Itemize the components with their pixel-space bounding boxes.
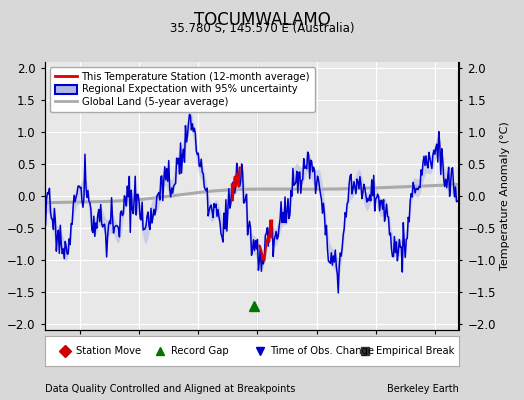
Text: Empirical Break: Empirical Break	[376, 346, 454, 356]
Text: Berkeley Earth: Berkeley Earth	[387, 384, 458, 394]
Text: 35.780 S, 145.570 E (Australia): 35.780 S, 145.570 E (Australia)	[170, 22, 354, 35]
Text: Time of Obs. Change: Time of Obs. Change	[270, 346, 374, 356]
Text: TOCUMWALAMO: TOCUMWALAMO	[194, 11, 330, 29]
Text: Data Quality Controlled and Aligned at Breakpoints: Data Quality Controlled and Aligned at B…	[45, 384, 295, 394]
Legend: This Temperature Station (12-month average), Regional Expectation with 95% uncer: This Temperature Station (12-month avera…	[50, 67, 315, 112]
Text: Record Gap: Record Gap	[171, 346, 228, 356]
Text: Station Move: Station Move	[75, 346, 141, 356]
Y-axis label: Temperature Anomaly (°C): Temperature Anomaly (°C)	[500, 122, 510, 270]
